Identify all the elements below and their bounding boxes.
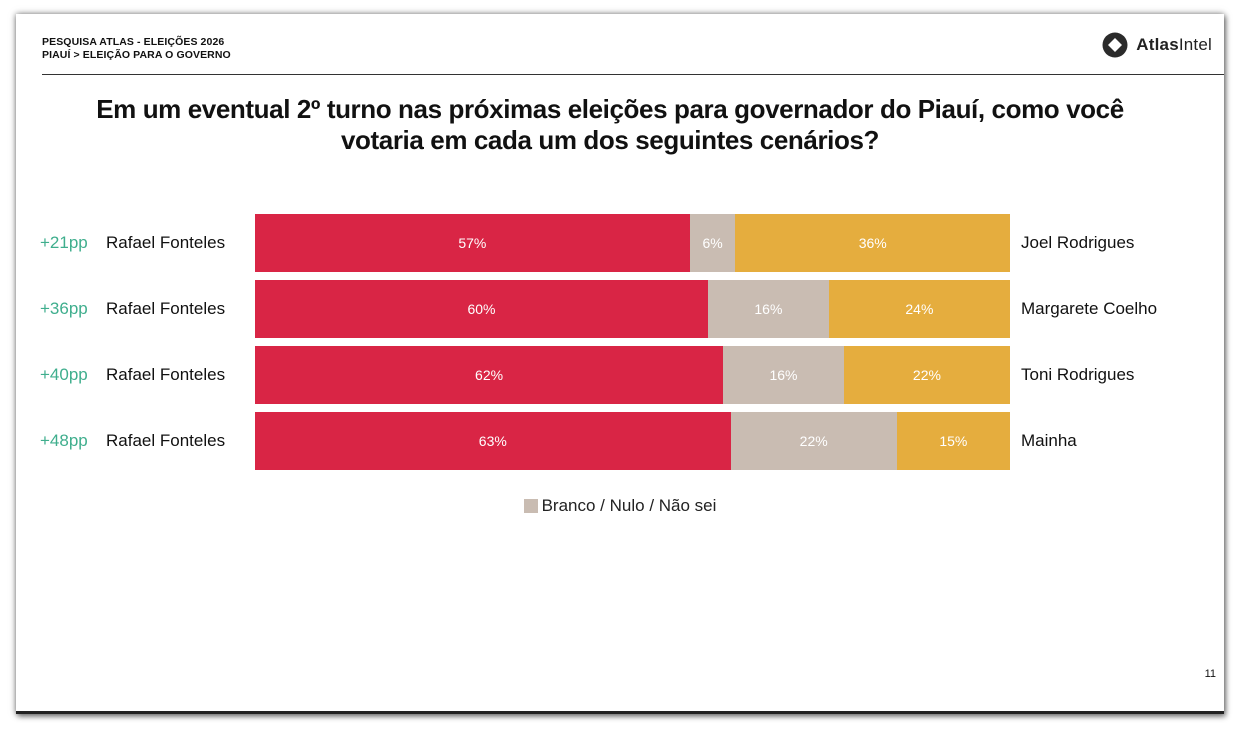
data-label: 36%	[858, 235, 887, 251]
bar-segment-blank: 22%	[730, 412, 897, 470]
chart-row: +48pp Rafael Fonteles 63% 22% 15% Mainha	[16, 412, 1224, 470]
right-candidate-label: Mainha	[1021, 431, 1077, 450]
chart-title-line-2: votaria em cada um dos seguintes cenário…	[340, 125, 880, 155]
logo-wordmark-strong: Atlas	[1136, 35, 1179, 54]
left-candidate-label: Rafael Fonteles	[106, 365, 226, 384]
data-label: 22%	[912, 367, 941, 383]
atlasintel-logo: AtlasIntel	[1102, 32, 1212, 58]
data-label: 57%	[458, 235, 487, 251]
bar-segment-left-candidate: 62%	[255, 346, 724, 404]
data-label: 22%	[799, 433, 828, 449]
header-divider	[42, 74, 1224, 75]
atlasintel-logo-icon	[1102, 32, 1128, 58]
chart-row: +40pp Rafael Fonteles 62% 16% 22% Toni Rodrig…	[16, 346, 1224, 404]
bar-segment-right-candidate: 36%	[735, 214, 1010, 272]
data-label: 6%	[702, 235, 723, 251]
logo-wordmark-light: Intel	[1178, 35, 1212, 54]
chart-title: Em um eventual 2º turno nas próximas ele…	[56, 94, 1164, 156]
data-label: 16%	[769, 367, 798, 383]
right-candidate-label: Margarete Coelho	[1021, 299, 1158, 318]
report-header: PESQUISA ATLAS - ELEIÇÕES 2026 PIAUÍ > E…	[42, 36, 231, 62]
right-candidate-label: Toni Rodrigues	[1021, 365, 1135, 384]
bar-segment-left-candidate: 60%	[255, 280, 708, 338]
left-candidate-label: Rafael Fonteles	[106, 431, 226, 450]
bar-segment-blank: 16%	[723, 346, 844, 404]
stacked-bar: 60% 16% 24%	[255, 280, 1010, 338]
stacked-bar: 62% 16% 22%	[255, 346, 1010, 404]
bar-segment-right-candidate: 24%	[828, 280, 1010, 338]
chart-title-line-1: Em um eventual 2º turno nas próximas ele…	[96, 94, 1124, 124]
legend-swatch-blank	[523, 499, 538, 513]
bar-segment-right-candidate: 22%	[843, 346, 1010, 404]
slide: PESQUISA ATLAS - ELEIÇÕES 2026 PIAUÍ > E…	[16, 14, 1224, 714]
data-label: 63%	[478, 433, 507, 449]
data-label: 62%	[475, 367, 504, 383]
stacked-bar-chart: +21pp Rafael Fonteles 57% 6% 36% Joel Rodrigu…	[16, 214, 1224, 494]
chart-row: +21pp Rafael Fonteles 57% 6% 36% Joel Rodrigu…	[16, 214, 1224, 272]
bar-segment-blank: 6%	[689, 214, 736, 272]
margin-label: +21pp	[40, 233, 88, 252]
data-label: 16%	[754, 301, 783, 317]
bar-segment-left-candidate: 63%	[255, 412, 731, 470]
logo-wordmark: AtlasIntel	[1136, 35, 1212, 55]
page-number: 11	[1204, 668, 1216, 680]
bar-segment-right-candidate: 15%	[896, 412, 1010, 470]
data-label: 60%	[467, 301, 496, 317]
margin-label: +48pp	[40, 431, 88, 450]
stacked-bar: 63% 22% 15%	[255, 412, 1010, 470]
right-candidate-label: Joel Rodrigues	[1021, 233, 1135, 252]
left-candidate-label: Rafael Fonteles	[106, 233, 226, 252]
report-header-title: PESQUISA ATLAS - ELEIÇÕES 2026	[42, 36, 225, 48]
report-header-breadcrumb: PIAUÍ > ELEIÇÃO PARA O GOVERNO	[42, 49, 231, 61]
chart-row: +36pp Rafael Fonteles 60% 16% 24% Margarete C…	[16, 280, 1224, 338]
stacked-bar: 57% 6% 36%	[255, 214, 1010, 272]
margin-label: +40pp	[40, 365, 88, 384]
chart-legend: Branco / Nulo / Não sei	[16, 496, 1224, 516]
margin-label: +36pp	[40, 299, 88, 318]
legend-label-blank: Branco / Nulo / Não sei	[541, 496, 717, 515]
bar-segment-blank: 16%	[708, 280, 829, 338]
left-candidate-label: Rafael Fonteles	[106, 299, 226, 318]
data-label: 24%	[905, 301, 934, 317]
data-label: 15%	[939, 433, 968, 449]
bar-segment-left-candidate: 57%	[255, 214, 690, 272]
